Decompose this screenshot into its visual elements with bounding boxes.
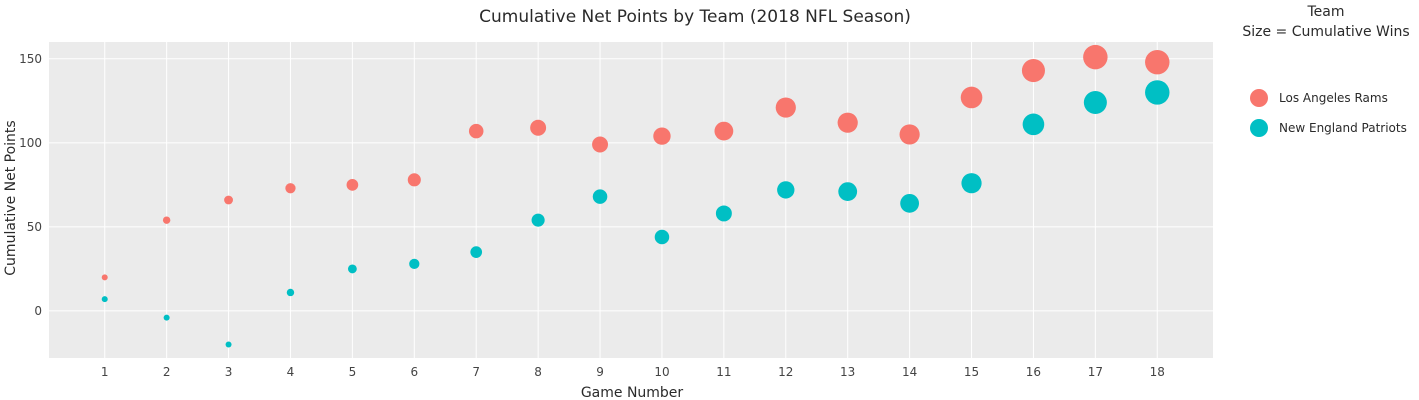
legend-title: Team (1306, 4, 1344, 20)
legend-label: Los Angeles Rams (1279, 91, 1388, 105)
legend-label: New England Patriots (1279, 121, 1407, 135)
x-tick-label: 7 (472, 365, 480, 379)
data-point (468, 123, 484, 139)
series-patriots (101, 80, 1170, 348)
data-point (285, 183, 296, 194)
x-tick-label: 12 (778, 365, 793, 379)
data-point (1145, 49, 1170, 75)
x-tick-label: 14 (902, 365, 917, 379)
y-axis-title: Cumulative Net Points (3, 120, 19, 275)
x-tick-label: 11 (716, 365, 731, 379)
y-axis-ticks: 0 50 100 150 (19, 52, 42, 318)
y-tick-label: 50 (27, 220, 42, 234)
data-point (470, 246, 483, 258)
data-point (592, 136, 609, 153)
x-tick-label: 18 (1150, 365, 1165, 379)
legend: Team Size = Cumulative Wins Los Angeles … (1242, 4, 1410, 137)
data-point (777, 181, 795, 199)
data-point (592, 189, 608, 204)
plot-area (49, 42, 1213, 358)
data-point (347, 264, 357, 274)
x-tick-label: 16 (1026, 365, 1041, 379)
x-tick-label: 6 (410, 365, 418, 379)
legend-marker (1250, 119, 1268, 137)
data-point (224, 195, 233, 205)
data-point (407, 173, 421, 187)
y-tick-label: 150 (19, 52, 42, 66)
x-axis-title: Game Number (581, 385, 684, 400)
x-tick-label: 10 (654, 365, 669, 379)
data-point (531, 213, 545, 227)
data-point (162, 216, 171, 224)
x-axis-ticks: 1 2 3 4 5 6 7 8 9 10 11 12 13 14 15 16 17 18 (101, 365, 1165, 379)
data-point (409, 258, 420, 270)
x-tick-label: 9 (596, 365, 604, 379)
x-tick-label: 5 (349, 365, 357, 379)
x-tick-label: 1 (101, 365, 109, 379)
data-point (101, 274, 108, 281)
data-markers (101, 44, 1170, 348)
y-tick-label: 0 (34, 304, 42, 318)
legend-marker (1250, 89, 1268, 107)
data-point (346, 179, 359, 191)
series-rams (101, 44, 1170, 281)
y-tick-label: 100 (19, 136, 42, 150)
data-point (286, 288, 295, 297)
data-point (530, 119, 547, 136)
data-point (714, 121, 734, 141)
data-point (960, 86, 983, 109)
x-tick-label: 15 (964, 365, 979, 379)
data-point (900, 193, 920, 213)
legend-subtitle: Size = Cumulative Wins (1242, 24, 1409, 40)
chart-title: Cumulative Net Points by Team (2018 NFL … (479, 7, 911, 27)
data-point (1083, 90, 1107, 115)
data-point (775, 97, 796, 118)
data-point (653, 127, 671, 145)
data-point (101, 296, 108, 303)
x-tick-label: 4 (287, 365, 295, 379)
legend-item: New England Patriots (1250, 119, 1407, 137)
data-point (1022, 113, 1045, 136)
x-tick-label: 3 (225, 365, 233, 379)
grid-lines (49, 42, 1213, 358)
data-point (225, 341, 232, 348)
data-point (163, 314, 170, 321)
data-point (1145, 80, 1170, 105)
x-tick-label: 13 (840, 365, 855, 379)
data-point (838, 182, 858, 201)
data-point (899, 124, 920, 145)
data-point (715, 205, 732, 222)
x-tick-label: 17 (1088, 365, 1103, 379)
data-point (654, 229, 670, 245)
data-point (1083, 44, 1108, 70)
data-point (837, 112, 858, 133)
legend-item: Los Angeles Rams (1250, 89, 1388, 107)
data-point (1021, 59, 1045, 83)
data-point (961, 173, 982, 194)
x-tick-label: 2 (163, 365, 171, 379)
x-tick-label: 8 (534, 365, 542, 379)
